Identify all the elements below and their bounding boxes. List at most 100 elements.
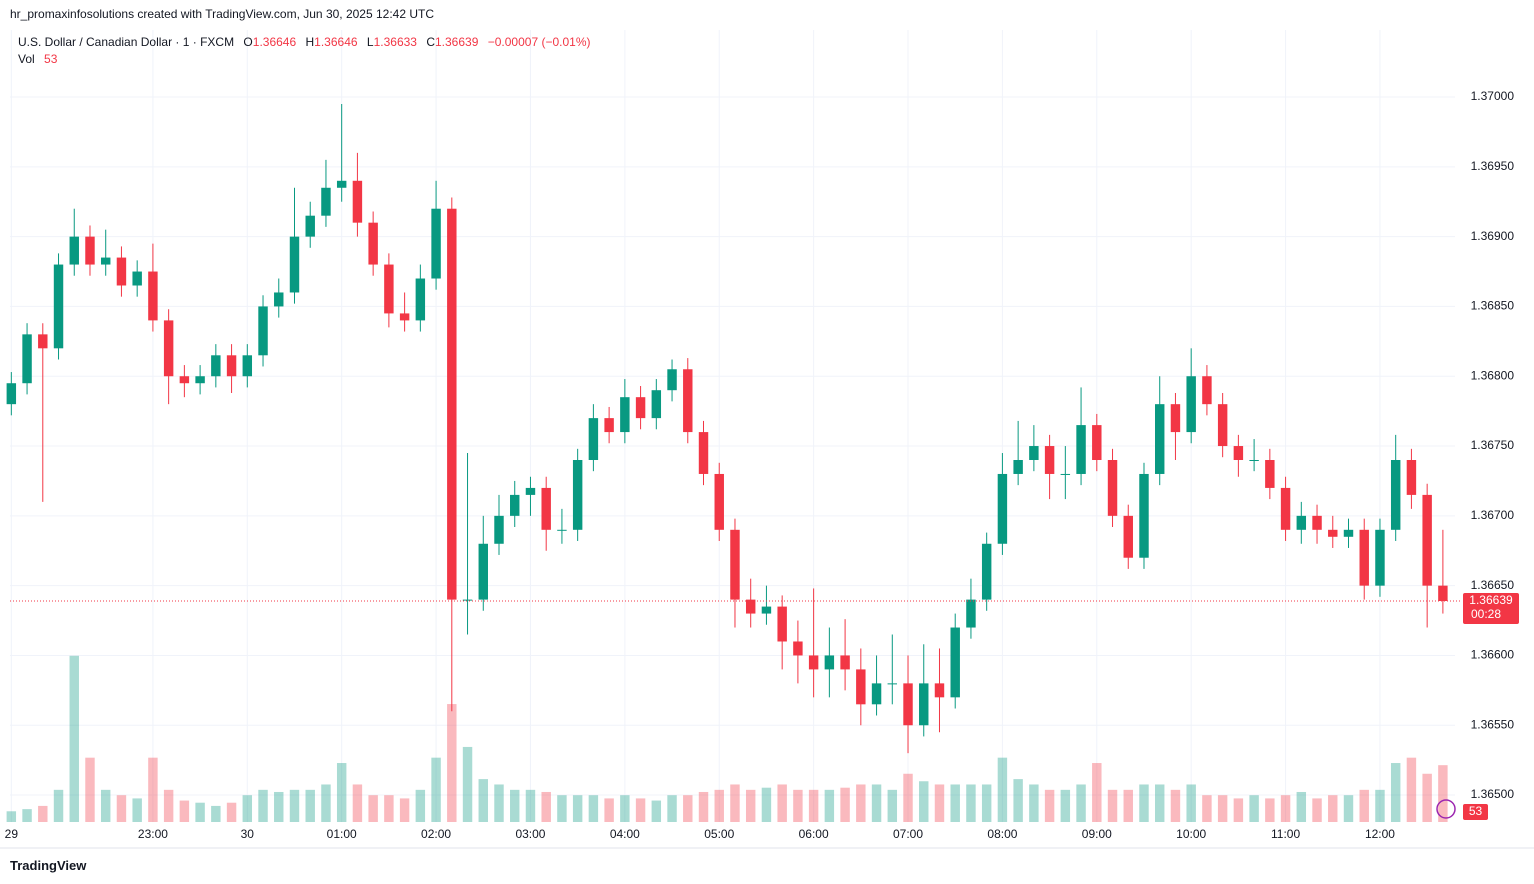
volume-bar (1170, 789, 1181, 822)
credit: hr_promaxinfosolutions created with Trad… (10, 7, 435, 21)
volume-bar (22, 809, 32, 822)
volume-bar (1155, 784, 1165, 822)
x-tick-label: 30 (241, 827, 255, 841)
volume-bar (635, 798, 646, 822)
candle-body (258, 306, 268, 356)
x-tick-label: 06:00 (799, 827, 829, 841)
volume-bar (226, 802, 237, 822)
candle-body (1092, 425, 1102, 461)
volume-bar (856, 784, 866, 822)
volume-bar (588, 795, 599, 822)
candle-body (730, 529, 740, 600)
x-tick-label: 05:00 (704, 827, 734, 841)
candle-body (1312, 515, 1322, 530)
candle-body (132, 271, 142, 286)
volume-bar (384, 795, 394, 822)
volume-bar (541, 791, 551, 822)
x-tick-label: 11:00 (1271, 827, 1300, 841)
candle-body (557, 529, 567, 531)
candle-body (1107, 460, 1118, 516)
volume-bar (761, 787, 772, 822)
volume-bar (179, 800, 190, 822)
volume-bar (336, 763, 347, 822)
candle-body (572, 460, 583, 530)
volume-bar (981, 784, 992, 822)
volume-bar (745, 789, 756, 822)
candle-body (352, 180, 363, 223)
volume-bar (934, 784, 945, 822)
volume-bar (1422, 773, 1432, 822)
c-value: 1.36639 (435, 35, 479, 49)
volume-bar (887, 789, 898, 822)
candle-body (824, 655, 835, 670)
volume-bar (100, 789, 111, 822)
volume-bar (950, 784, 960, 822)
candle-body (887, 683, 898, 685)
y-tick-label: 1.36900 (1471, 229, 1515, 243)
volume-bar (69, 655, 79, 822)
candle-body (1438, 585, 1448, 602)
candle-body (761, 606, 772, 614)
candle-body (53, 264, 64, 349)
c-label: C (426, 35, 435, 49)
candle-body (620, 397, 630, 433)
candle-body (447, 208, 457, 600)
volume-bar (840, 787, 850, 822)
candle-body (793, 641, 803, 656)
volume-bar (525, 789, 536, 822)
candle-body (1139, 473, 1149, 558)
volume-bar (667, 795, 677, 822)
h-label: H (305, 35, 315, 49)
symbol: U.S. Dollar / Canadian Dollar · 1 · FXCM (18, 35, 235, 49)
x-tick-label: 10:00 (1176, 827, 1206, 841)
candle-body (934, 683, 945, 698)
volume-bar (1296, 791, 1307, 822)
volume-bar (148, 757, 158, 822)
volume-bar (1265, 798, 1275, 822)
candle-body (966, 599, 976, 628)
candle-body (100, 257, 111, 265)
candle-body (698, 432, 709, 474)
change: −0.00007 (−0.01%) (487, 35, 591, 49)
candle-body (1265, 460, 1275, 488)
volume-bar (557, 795, 567, 822)
candle-body (384, 264, 394, 314)
volume-bar (620, 795, 630, 822)
volume-bar (6, 811, 17, 822)
y-tick-label: 1.36650 (1471, 578, 1515, 592)
candle-body (635, 397, 646, 419)
candle-body (1123, 515, 1133, 558)
vol-value: 53 (44, 52, 58, 66)
volume-bar (777, 784, 787, 822)
volume-bar (683, 795, 693, 822)
y-tick-label: 1.36950 (1471, 159, 1515, 173)
l-value: 1.36633 (373, 35, 417, 49)
volume-bar (415, 789, 426, 822)
y-tick-label: 1.37000 (1471, 89, 1515, 103)
candle-body (336, 180, 347, 188)
vol-label: Vol (18, 52, 35, 66)
candle-body (903, 683, 913, 726)
volume-bar (274, 791, 284, 822)
x-tick-label: 07:00 (893, 827, 923, 841)
candle-body (714, 473, 724, 530)
candle-body (38, 334, 48, 349)
candle-body (1280, 487, 1291, 530)
volume-bar (258, 789, 268, 822)
candle-body (683, 369, 693, 433)
volume-bar (1390, 763, 1401, 822)
candle-body (1029, 446, 1039, 461)
footer-logo[interactable]: TradingView (10, 858, 87, 873)
candle-body (840, 655, 850, 670)
volume-bar (195, 802, 205, 822)
volume-bar (399, 798, 410, 822)
volume-bar (305, 789, 315, 822)
candle-body (1375, 529, 1385, 586)
candle-body (195, 376, 205, 384)
candle-body (1217, 404, 1228, 447)
candle-body (211, 355, 221, 377)
x-tick-label: 04:00 (610, 827, 640, 841)
candle-body (1249, 460, 1259, 462)
volume-bar (1280, 795, 1291, 822)
